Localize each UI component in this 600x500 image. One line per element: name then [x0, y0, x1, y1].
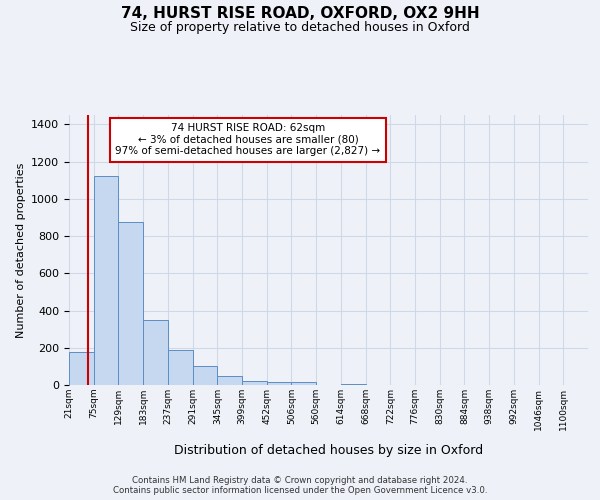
Bar — [168, 350, 193, 385]
Bar — [267, 382, 292, 385]
Text: 74, HURST RISE ROAD, OXFORD, OX2 9HH: 74, HURST RISE ROAD, OXFORD, OX2 9HH — [121, 6, 479, 21]
Bar — [94, 176, 118, 385]
Text: Contains HM Land Registry data © Crown copyright and database right 2024.
Contai: Contains HM Land Registry data © Crown c… — [113, 476, 487, 495]
X-axis label: Distribution of detached houses by size in Oxford: Distribution of detached houses by size … — [174, 444, 483, 457]
Y-axis label: Number of detached properties: Number of detached properties — [16, 162, 26, 338]
Bar — [217, 376, 242, 385]
Bar — [118, 222, 143, 385]
Bar — [341, 384, 365, 385]
Bar — [292, 382, 316, 385]
Text: 74 HURST RISE ROAD: 62sqm
← 3% of detached houses are smaller (80)
97% of semi-d: 74 HURST RISE ROAD: 62sqm ← 3% of detach… — [115, 123, 380, 156]
Text: Size of property relative to detached houses in Oxford: Size of property relative to detached ho… — [130, 21, 470, 34]
Bar — [193, 366, 217, 385]
Bar — [143, 320, 168, 385]
Bar — [242, 382, 267, 385]
Bar — [69, 352, 94, 385]
